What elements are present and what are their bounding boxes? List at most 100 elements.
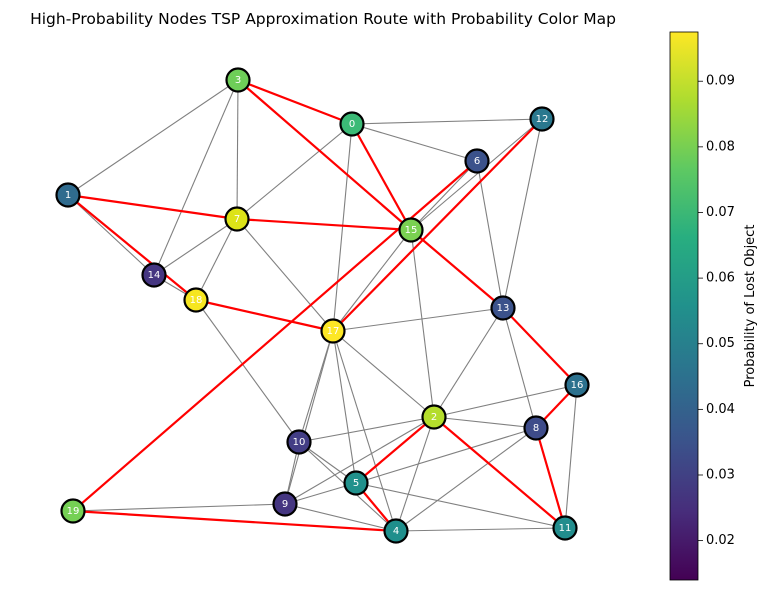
node-8: 8 [523,415,549,441]
graph-edge-4-11 [395,527,566,532]
graph-edge-13-2 [433,307,504,418]
colorbar-tick-label: 0.08 [706,139,735,154]
node-label: 17 [327,326,340,337]
figure-title: High-Probability Nodes TSP Approximation… [30,10,616,28]
graph-edge-0-12 [351,118,543,125]
node-circle [398,217,424,243]
node-14: 14 [141,262,167,288]
node-circle [272,491,298,517]
colorbar-tick-label: 0.04 [706,402,735,417]
node-5: 5 [343,470,369,496]
graph-edge-6-15 [410,160,478,231]
graph-edge-7-17 [236,218,334,332]
node-label: 2 [431,412,437,423]
colorbar-ticks: 0.02 0.03 0.04 0.05 0.06 0.07 0.08 0.09 [698,74,735,548]
node-circle [490,295,516,321]
graph-edge-2-4 [395,416,435,532]
graph-edge-2-16 [433,384,578,418]
node-circle [383,518,409,544]
node-17: 17 [320,318,346,344]
node-label: 8 [533,423,539,434]
node-16: 16 [564,372,590,398]
graph-edge-13-8 [502,307,537,429]
route-edge-13-16 [502,307,578,386]
graph-edge-18-10 [195,299,300,443]
route-edge-3-0 [237,78,353,126]
graph-edge-3-1 [67,79,239,196]
node-label: 14 [148,270,161,281]
route-edge-3-15 [237,79,412,231]
graph-edge-1-14 [67,194,155,276]
graph-edge-3-14 [153,79,239,276]
node-4: 4 [383,518,409,544]
node-9: 9 [272,491,298,517]
colorbar-tick-label: 0.06 [706,271,735,286]
node-label: 11 [559,523,572,534]
graph-edge-17-5 [332,330,357,484]
colorbar-label: Probability of Lost Object [743,225,758,388]
node-label: 12 [536,114,549,125]
node-1: 1 [55,182,81,208]
tsp-route [67,78,578,533]
graph-edge-0-6 [351,123,478,162]
graph-edge-2-10 [298,416,435,443]
graph-edge-12-13 [502,118,543,309]
graph-edge-17-13 [332,307,504,332]
route-edge-0-15 [351,123,412,231]
graph-edge-9-4 [284,503,397,532]
graph-edge-12-15 [410,118,543,231]
graph-edge-19-9 [72,503,286,512]
route-edge-1-18 [67,194,197,301]
route-edge-2-5 [355,416,435,484]
route-edge-11-2 [433,416,566,529]
graph-edge-16-11 [564,384,578,529]
node-10: 10 [286,429,312,455]
colorbar-tick-label: 0.05 [706,336,735,351]
route-edge-19-4 [72,509,397,533]
graph-edge-3-7 [236,79,239,220]
graph-edge-2-9 [284,416,435,505]
node-circle [286,429,312,455]
graph-edge-7-14 [153,218,238,276]
graph-edge-8-4 [395,427,537,532]
node-2: 2 [421,404,447,430]
node-label: 15 [405,225,418,236]
graph-edge-6-13 [476,160,504,309]
node-label: 9 [282,499,288,510]
graph-edge-5-11 [355,482,566,529]
graph-edge-17-2 [332,330,435,418]
colorbar-tick-label: 0.07 [706,205,735,220]
node-circle [225,67,251,93]
node-11: 11 [552,515,578,541]
graph-edge-0-17 [332,123,353,332]
node-3: 3 [225,67,251,93]
node-label: 4 [393,526,399,537]
node-circle [339,111,365,137]
graph-edge-0-7 [236,123,353,220]
node-label: 6 [474,156,480,167]
node-circle [141,262,167,288]
graph-edge-15-17 [332,229,412,332]
graph-edge-17-4 [332,330,397,532]
node-label: 16 [571,380,584,391]
graph-edge-17-9 [284,330,334,505]
node-circle [183,287,209,313]
node-circle [421,404,447,430]
node-label: 10 [293,437,306,448]
node-label: 19 [67,506,80,517]
route-edge-17-12 [332,118,543,332]
node-circle [529,106,555,132]
route-edge-8-11 [534,427,567,529]
route-edge-18-17 [195,298,334,333]
node-0: 0 [339,111,365,137]
route-edge-15-13 [410,229,504,309]
node-circle [320,318,346,344]
node-circle [564,372,590,398]
node-circle [343,470,369,496]
node-circle [60,498,86,524]
graph-edge-15-2 [410,229,435,418]
node-label: 3 [235,75,241,86]
colorbar-tick-label: 0.02 [706,533,735,548]
